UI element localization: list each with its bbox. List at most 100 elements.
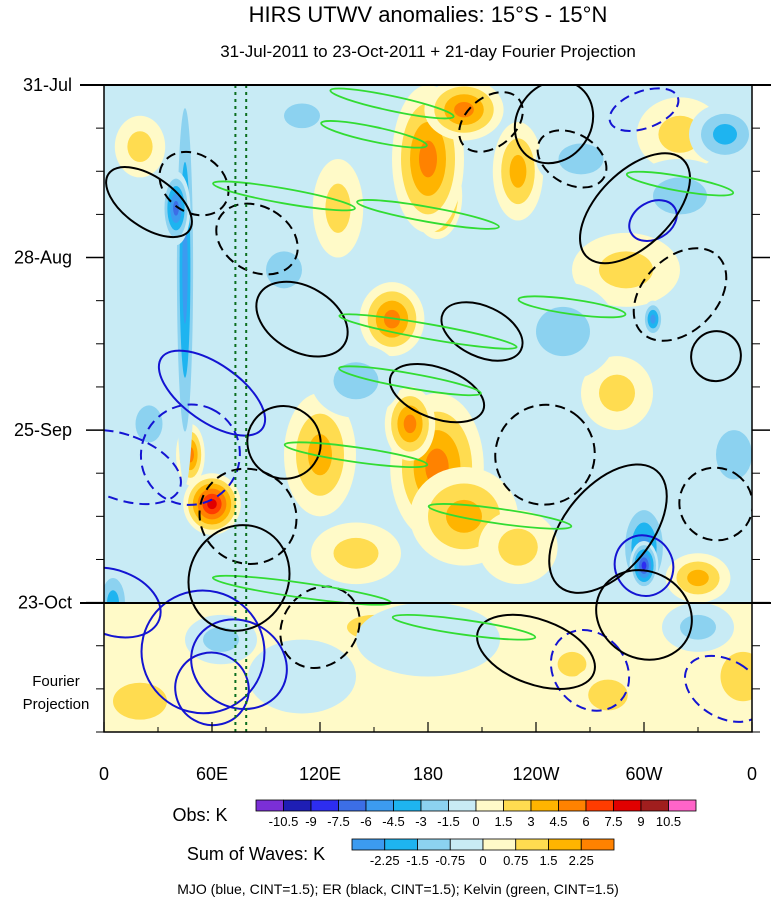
obs-colorbar-tick-label-2: -7.5 bbox=[327, 814, 349, 829]
obs-colorbar-tick-label-6: -1.5 bbox=[437, 814, 459, 829]
obs-colorbar-swatch-11 bbox=[558, 799, 587, 812]
projection-blob-8-level-0 bbox=[248, 639, 356, 714]
mjo-contour-1 bbox=[139, 403, 241, 506]
obs-colorbar-swatch-13 bbox=[613, 799, 642, 812]
obs-colorbar-swatch-0 bbox=[255, 799, 284, 812]
projection-blob-2-level-1 bbox=[720, 651, 752, 702]
kelvin-contour-7 bbox=[391, 613, 537, 641]
obs-colorbar-tick-label-10: 4.5 bbox=[549, 814, 567, 829]
waves-colorbar-tick-label-4: 0.75 bbox=[503, 853, 528, 868]
projection-blob-3-level-1 bbox=[113, 682, 167, 720]
x-tick-label-2: 120E bbox=[299, 764, 341, 784]
waves-colorbar-swatch-3 bbox=[449, 838, 484, 851]
obs-colorbar-swatch-15 bbox=[668, 799, 697, 812]
mjo-contour-2 bbox=[140, 589, 266, 715]
waves-colorbar-swatch-2 bbox=[417, 838, 451, 851]
plot-area bbox=[104, 85, 752, 732]
er-contour-0 bbox=[105, 166, 193, 239]
er-contour-19 bbox=[595, 569, 693, 661]
x-tick-label-1: 60E bbox=[196, 764, 228, 784]
x-tick-label-0: 0 bbox=[99, 764, 109, 784]
x-axis: 0 60E 120E 180 120W 60W 0 bbox=[99, 722, 757, 784]
kelvin-contours bbox=[211, 87, 735, 641]
obs-colorbar-swatch-7 bbox=[448, 799, 477, 812]
waves-colorbar-swatch-5 bbox=[515, 838, 549, 851]
er-contours bbox=[105, 85, 752, 690]
anomaly-blob-28-level-1 bbox=[333, 362, 379, 400]
er-contour-10 bbox=[494, 403, 596, 506]
y-axis: 31-Jul 28-Aug 25-Sep 23-Oct bbox=[14, 75, 770, 733]
obs-colorbar-swatch-4 bbox=[365, 799, 394, 812]
mjo-contour-9 bbox=[683, 654, 752, 723]
waves-colorbar-swatch-7 bbox=[580, 838, 615, 851]
obs-colorbar-label: Obs: K bbox=[172, 805, 227, 825]
waves-colorbar-tick-label-2: -0.75 bbox=[435, 853, 465, 868]
projection-blob-6-level-0 bbox=[356, 602, 500, 677]
er-contour-15 bbox=[513, 85, 595, 165]
y-tick-label-3: 23-Oct bbox=[18, 593, 72, 613]
obs-colorbar-swatch-1 bbox=[283, 799, 312, 812]
obs-colorbar-tick-label-5: -3 bbox=[415, 814, 427, 829]
anomaly-blob-19-level-3 bbox=[182, 215, 188, 324]
obs-colorbar-swatch-2 bbox=[310, 799, 339, 812]
obs-colorbar-tick-label-1: -9 bbox=[305, 814, 317, 829]
anomaly-blob-15-level-1 bbox=[498, 528, 538, 566]
kelvin-contour-4 bbox=[338, 365, 482, 397]
obs-colorbar-tick-label-13: 9 bbox=[637, 814, 644, 829]
er-contour-18 bbox=[476, 613, 596, 690]
projection-anomaly-field bbox=[104, 602, 752, 732]
mjo-contour-6 bbox=[104, 429, 182, 506]
obs-colorbar-tick-label-0: -10.5 bbox=[269, 814, 299, 829]
mjo-contour-11 bbox=[628, 199, 678, 242]
obs-colorbar-tick-label-4: -4.5 bbox=[382, 814, 404, 829]
obs-colorbar-tick-label-3: -6 bbox=[360, 814, 372, 829]
projection-blob-7-level-1 bbox=[680, 614, 716, 640]
chart-title: HIRS UTWV anomalies: 15°S - 15°N bbox=[249, 2, 608, 27]
obs-colorbar-tick-label-12: 7.5 bbox=[604, 814, 622, 829]
waves-colorbar-swatch-0 bbox=[351, 838, 386, 851]
kelvin-contour-3 bbox=[338, 313, 518, 350]
obs-colorbar-tick-label-14: 10.5 bbox=[656, 814, 681, 829]
obs-colorbar-swatch-6 bbox=[420, 799, 449, 812]
anomaly-blob-13-level-2 bbox=[687, 569, 709, 587]
obs-colorbar-swatch-10 bbox=[530, 799, 559, 812]
obs-colorbar-swatch-9 bbox=[503, 799, 532, 812]
anomaly-blob-6-level-2 bbox=[446, 499, 482, 533]
er-contour-14 bbox=[690, 330, 742, 383]
x-tick-label-4: 120W bbox=[512, 764, 559, 784]
projection-label-line1: Fourier bbox=[32, 673, 80, 690]
anomaly-blob-1-level-3 bbox=[419, 140, 437, 178]
er-contour-9 bbox=[440, 301, 524, 362]
anomaly-blob-20-level-4 bbox=[173, 200, 179, 216]
obs-colorbar-swatch-12 bbox=[585, 799, 614, 812]
kelvin-contour-9 bbox=[517, 295, 627, 319]
anomaly-blob-31-level-1 bbox=[135, 405, 163, 443]
projection-label-line2: Projection bbox=[23, 696, 90, 713]
er-contour-11 bbox=[548, 463, 668, 594]
er-contour-1 bbox=[158, 150, 230, 217]
er-contour-12 bbox=[579, 152, 691, 265]
anomaly-blob-23-level-1 bbox=[536, 306, 590, 357]
waves-colorbar-swatch-1 bbox=[384, 838, 418, 851]
y-tick-label-2: 25-Sep bbox=[14, 420, 72, 440]
chart-subtitle: 31-Jul-2011 to 23-Oct-2011 + 21-day Four… bbox=[220, 42, 636, 61]
kelvin-contour-1 bbox=[320, 120, 428, 149]
obs-colorbar-swatch-3 bbox=[338, 799, 367, 812]
x-tick-label-5: 60W bbox=[625, 764, 662, 784]
obs-colorbar-tick-label-9: 3 bbox=[527, 814, 534, 829]
anomaly-blob-17-level-1 bbox=[127, 131, 153, 163]
kelvin-contour-11 bbox=[427, 503, 573, 530]
er-contour-8 bbox=[388, 363, 486, 424]
waves-colorbar-tick-label-0: -2.25 bbox=[370, 853, 400, 868]
anomaly-blob-24-level-3 bbox=[650, 314, 656, 324]
waves-colorbar-swatch-6 bbox=[548, 838, 582, 851]
obs-colorbar-swatch-8 bbox=[475, 799, 504, 812]
waves-colorbar: Sum of Waves: K -2.25 -1.5 -0.75 0 0.75 1.5 2.… bbox=[187, 838, 615, 868]
anomaly-blob-14-level-1 bbox=[599, 374, 635, 412]
waves-colorbar-tick-label-5: 1.5 bbox=[539, 853, 557, 868]
mjo-contour-10 bbox=[608, 87, 680, 132]
kelvin-contour-10 bbox=[212, 180, 356, 212]
anomaly-blob-18-level-1 bbox=[333, 537, 379, 569]
kelvin-contour-8 bbox=[625, 170, 735, 197]
